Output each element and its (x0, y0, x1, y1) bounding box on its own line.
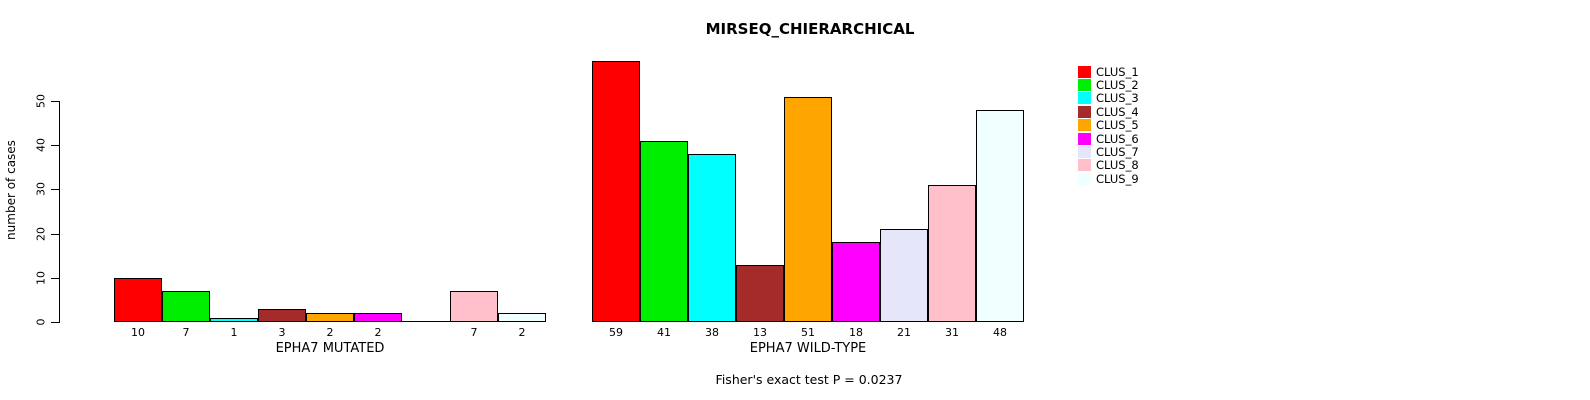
legend-swatch-CLUS_8 (1078, 159, 1091, 172)
legend-item-CLUS_4: CLUS_4 (1078, 104, 1139, 119)
y-axis-label: number of cases (4, 140, 18, 240)
bar-value-label: 2 (518, 326, 526, 339)
bar-value-label: 21 (897, 326, 911, 339)
y-axis-tick-label: 50 (34, 94, 48, 108)
bar-CLUS_8 (928, 185, 976, 322)
legend-swatch-CLUS_4 (1078, 105, 1091, 118)
bar-value-label: 2 (374, 326, 382, 339)
bar-value-label: 10 (131, 326, 145, 339)
y-axis-tick (51, 189, 59, 191)
bar-CLUS_8 (450, 291, 498, 322)
bar-CLUS_7-zero (402, 321, 450, 322)
legend-item-CLUS_2: CLUS_2 (1078, 78, 1139, 93)
y-axis-tick-label: 20 (34, 226, 48, 241)
y-axis-tick-label: 40 (34, 138, 48, 153)
legend-swatch-CLUS_1 (1078, 65, 1091, 78)
legend-item-CLUS_8: CLUS_8 (1078, 158, 1139, 173)
y-axis-tick (51, 145, 59, 147)
bar-value-label: 41 (657, 326, 671, 339)
bar-CLUS_1 (114, 278, 162, 322)
legend-item-CLUS_3: CLUS_3 (1078, 91, 1139, 106)
legend-label: CLUS_1 (1096, 64, 1139, 79)
legend-label: CLUS_4 (1096, 104, 1139, 119)
bar-value-label: 2 (326, 326, 334, 339)
y-axis-tick (51, 277, 59, 279)
bar-value-label: 7 (470, 326, 478, 339)
bar-CLUS_2 (162, 291, 210, 322)
legend-swatch-CLUS_7 (1078, 146, 1091, 159)
legend-label: CLUS_5 (1096, 118, 1139, 133)
legend-label: CLUS_7 (1096, 145, 1139, 160)
bar-CLUS_4 (736, 265, 784, 322)
legend-item-CLUS_9: CLUS_9 (1078, 171, 1139, 186)
y-axis-tick (51, 233, 59, 235)
legend-swatch-CLUS_6 (1078, 132, 1091, 145)
y-axis-line (59, 101, 60, 323)
legend-swatch-CLUS_5 (1078, 119, 1091, 132)
bar-CLUS_5 (306, 313, 354, 322)
bar-CLUS_3 (210, 318, 258, 322)
legend-item-CLUS_5: CLUS_5 (1078, 118, 1139, 133)
legend-item-CLUS_6: CLUS_6 (1078, 131, 1139, 146)
chart-title: MIRSEQ_CHIERARCHICAL (705, 20, 915, 38)
bar-value-label: 7 (182, 326, 190, 339)
bar-CLUS_9 (498, 313, 546, 322)
fisher-test-annotation: Fisher's exact test P = 0.0237 (715, 372, 903, 387)
y-axis-tick (51, 322, 59, 323)
y-axis-tick-label: 30 (34, 182, 48, 197)
group-label-mutated: EPHA7 MUTATED (275, 341, 385, 356)
y-axis-tick-label: 0 (34, 318, 48, 326)
bar-value-label: 59 (609, 326, 623, 339)
bar-CLUS_5 (784, 97, 832, 322)
bar-CLUS_6 (354, 313, 402, 322)
legend-label: CLUS_9 (1096, 171, 1139, 186)
bar-CLUS_4 (258, 309, 306, 322)
legend-label: CLUS_6 (1096, 131, 1139, 146)
y-axis-tick-label: 10 (34, 270, 48, 285)
bar-value-label: 51 (801, 326, 815, 339)
legend-swatch-CLUS_2 (1078, 79, 1091, 92)
bar-value-label: 48 (993, 326, 1007, 339)
legend-item-CLUS_7: CLUS_7 (1078, 145, 1139, 160)
bar-value-label: 38 (705, 326, 719, 339)
bar-CLUS_6 (832, 242, 880, 322)
group-label-wild-type: EPHA7 WILD-TYPE (749, 341, 867, 356)
bar-value-label: 13 (753, 326, 767, 339)
legend-label: CLUS_3 (1096, 91, 1139, 106)
bar-CLUS_1 (592, 61, 640, 322)
bar-CLUS_2 (640, 141, 688, 322)
legend-label: CLUS_8 (1096, 158, 1139, 173)
y-axis-tick (51, 101, 59, 102)
legend-swatch-CLUS_9 (1078, 172, 1091, 185)
bar-CLUS_7 (880, 229, 928, 322)
bar-CLUS_3 (688, 154, 736, 322)
legend-label: CLUS_2 (1096, 78, 1139, 93)
legend-item-CLUS_1: CLUS_1 (1078, 64, 1139, 79)
bar-value-label: 18 (849, 326, 863, 339)
bar-value-label: 31 (945, 326, 959, 339)
legend: CLUS_1 CLUS_2 CLUS_3 CLUS_4 CLUS_5 CLUS_6 CLUS… (1078, 65, 1139, 186)
legend-swatch-CLUS_3 (1078, 92, 1091, 105)
bar-CLUS_9 (976, 110, 1024, 322)
bar-value-label: 3 (278, 326, 286, 339)
bar-value-label: 1 (230, 326, 238, 339)
